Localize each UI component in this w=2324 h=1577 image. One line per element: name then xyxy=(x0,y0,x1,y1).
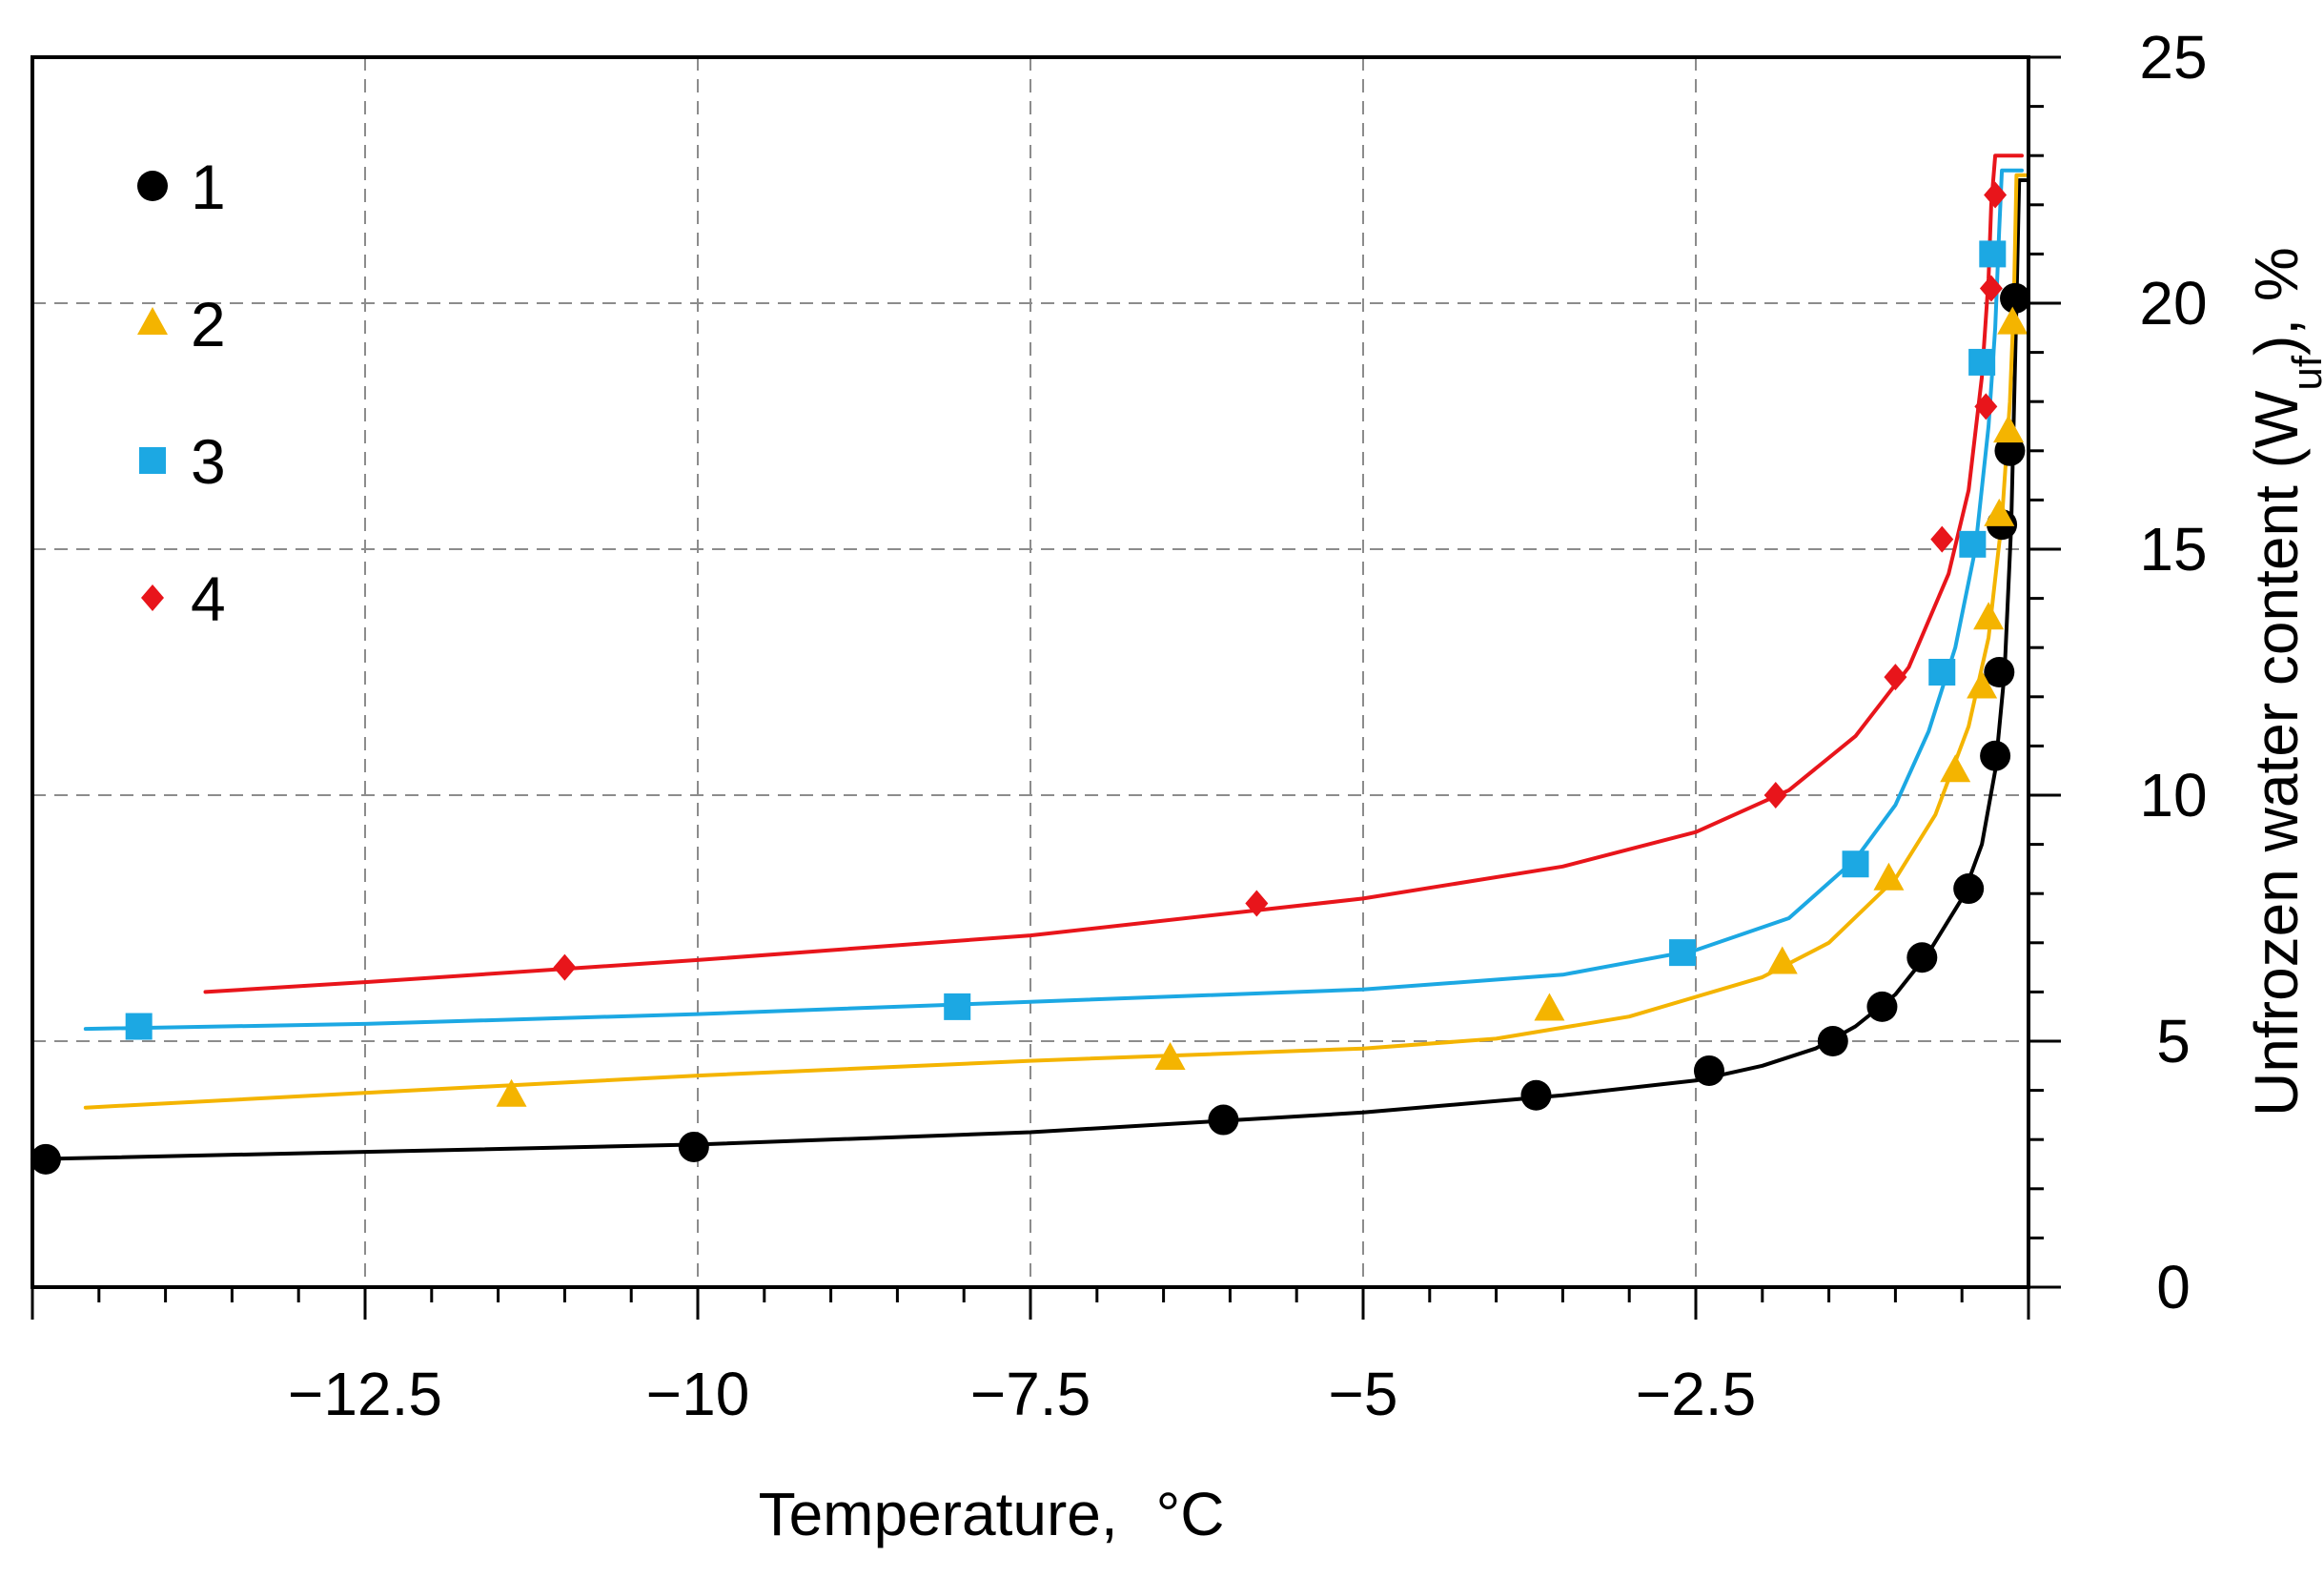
data-point-series-4 xyxy=(553,953,577,981)
grid xyxy=(32,57,2028,1287)
data-point-series-3 xyxy=(1928,659,1956,686)
data-point-series-4 xyxy=(1245,890,1269,917)
legend-label-3: 3 xyxy=(191,426,226,497)
data-point-series-1 xyxy=(1953,873,1985,905)
data-point-series-3 xyxy=(1669,939,1697,967)
legend: 1 2 3 4 xyxy=(137,152,226,634)
data-point-series-2 xyxy=(1967,670,1998,699)
fit-curve-series-3 xyxy=(83,168,2024,1032)
data-point-series-3 xyxy=(1842,850,1869,878)
data-point-series-3 xyxy=(1979,240,2007,268)
y-tick-labels: 0 5 10 15 20 25 xyxy=(2139,23,2207,1321)
y-tick-label: 25 xyxy=(2139,23,2207,92)
data-point-series-1 xyxy=(30,1143,61,1175)
data-point-series-3 xyxy=(944,993,971,1020)
y-tick-label: 10 xyxy=(2139,761,2207,829)
data-point-series-2 xyxy=(1993,415,2025,443)
data-point-series-1 xyxy=(1980,740,2011,771)
data-point-series-1 xyxy=(1866,991,1898,1022)
x-tick-label: −12.5 xyxy=(288,1360,442,1428)
data-point-series-4 xyxy=(1984,181,2008,209)
legend-label-2: 2 xyxy=(191,289,226,359)
data-point-series-1 xyxy=(2000,282,2031,314)
x-tick-label: −7.5 xyxy=(970,1360,1091,1428)
x-tick-labels: −12.5 −10 −7.5 −5 −2.5 xyxy=(288,1360,1756,1428)
y-tick-label: 15 xyxy=(2139,515,2207,584)
data-point-series-2 xyxy=(496,1078,527,1107)
y-axis-title: Unfrozen water content (Wuf), % xyxy=(2242,247,2324,1116)
legend-label-1: 1 xyxy=(191,152,226,222)
data-point-series-1 xyxy=(1984,657,2015,687)
y-tick-label: 0 xyxy=(2156,1253,2191,1321)
x-tick-label: −10 xyxy=(646,1360,750,1428)
fit-curve-series-1 xyxy=(31,178,2028,1161)
y-tick-label: 5 xyxy=(2156,1007,2191,1075)
data-point-series-2 xyxy=(1766,946,1798,974)
data-point-series-4 xyxy=(1884,664,1907,691)
data-point-series-1 xyxy=(678,1131,709,1162)
data-point-series-2 xyxy=(1534,993,1565,1021)
data-point-series-3 xyxy=(1959,530,1987,558)
data-point-series-2 xyxy=(1997,306,2028,335)
data-point-series-1 xyxy=(1906,942,1938,973)
data-point-series-1 xyxy=(1693,1055,1724,1086)
data-point-series-3 xyxy=(1968,348,1996,376)
data-point-series-1 xyxy=(1520,1079,1552,1111)
data-point-series-2 xyxy=(1984,498,2015,526)
x-tick-label: −5 xyxy=(1329,1360,1398,1428)
legend-marker-4 xyxy=(141,584,164,611)
y-tick-label: 20 xyxy=(2139,269,2207,338)
fit-curve-series-2 xyxy=(83,173,2028,1110)
fit-curve-series-4 xyxy=(203,154,2024,994)
data-point-series-4 xyxy=(1979,275,2003,302)
data-point-series-1 xyxy=(1994,435,2026,466)
data-point-series-2 xyxy=(1154,1042,1186,1071)
data-point-series-4 xyxy=(1763,782,1787,809)
data-point-series-2 xyxy=(1973,602,2005,630)
x-axis-title: Temperature, °C xyxy=(759,1480,1225,1548)
data-point-series-4 xyxy=(1930,525,1954,553)
data-point-series-2 xyxy=(1940,754,1971,783)
legend-marker-2 xyxy=(137,307,168,335)
data-points xyxy=(30,181,2031,1175)
data-point-series-1 xyxy=(1817,1026,1848,1056)
data-point-series-2 xyxy=(1873,862,1905,891)
fitted-curves xyxy=(31,154,2028,1161)
data-point-series-3 xyxy=(125,1013,153,1040)
legend-marker-1 xyxy=(137,171,168,201)
legend-marker-3 xyxy=(139,447,166,474)
axis-ticks xyxy=(31,55,2061,1320)
data-point-series-4 xyxy=(1974,393,1998,420)
legend-label-4: 4 xyxy=(191,563,226,634)
data-point-series-1 xyxy=(1208,1104,1239,1136)
x-tick-label: −2.5 xyxy=(1636,1360,1756,1428)
